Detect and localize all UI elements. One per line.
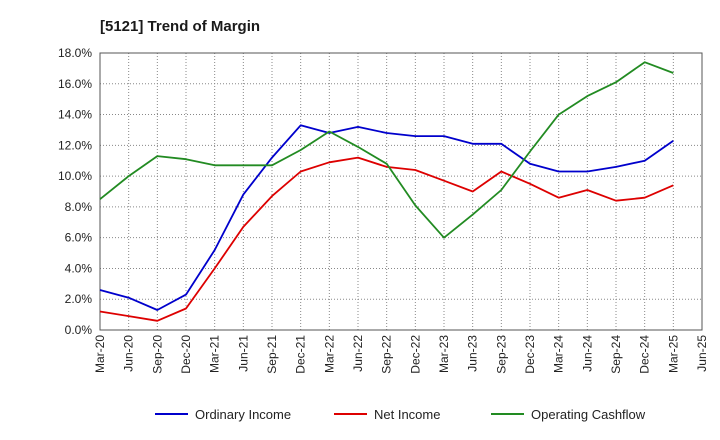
grid-lines	[100, 53, 702, 330]
x-tick-label: Jun-23	[466, 335, 480, 372]
plot-frame	[99, 52, 703, 331]
chart-title: [5121] Trend of Margin	[100, 18, 260, 35]
x-tick-label: Dec-20	[179, 335, 193, 374]
legend: Ordinary Income Net Income Operating Cashf…	[155, 407, 646, 422]
x-tick-label: Mar-23	[437, 335, 451, 373]
x-tick-label: Mar-21	[208, 335, 222, 373]
x-tick-label: Sep-23	[494, 335, 508, 374]
x-tick-label: Dec-21	[294, 335, 308, 374]
x-tick-label: Jun-21	[236, 335, 250, 372]
y-tick-label: 0.0%	[65, 323, 93, 337]
x-tick-label: Sep-21	[265, 335, 279, 374]
legend-label-ordinary-income: Ordinary Income	[195, 407, 291, 422]
x-tick-label: Jun-25	[695, 335, 709, 372]
y-tick-label: 18.0%	[58, 46, 92, 60]
x-tick-label: Dec-24	[638, 335, 652, 374]
x-tick-label: Dec-23	[523, 335, 537, 374]
y-tick-label: 10.0%	[58, 169, 92, 183]
x-tick-label: Mar-25	[666, 335, 680, 373]
series-line-ordinary-income	[99, 124, 674, 311]
x-axis-ticks: Mar-20 Jun-20 Sep-20 Dec-20 Mar-21 Jun-21 Sep-…	[93, 335, 709, 374]
legend-label-net-income: Net Income	[374, 407, 440, 422]
x-tick-label: Mar-22	[322, 335, 336, 373]
y-tick-label: 12.0%	[58, 138, 92, 152]
x-tick-label: Mar-24	[552, 335, 566, 373]
x-tick-label: Jun-20	[122, 335, 136, 372]
series-line-net-income	[99, 156, 674, 322]
x-tick-label: Jun-24	[580, 335, 594, 372]
x-tick-label: Sep-24	[609, 335, 623, 374]
y-tick-label: 4.0%	[65, 261, 93, 275]
x-tick-label: Mar-20	[93, 335, 107, 373]
series-lines	[99, 61, 674, 322]
x-tick-label: Sep-20	[150, 335, 164, 374]
series-line-operating-cashflow	[99, 61, 674, 239]
y-axis-ticks: 0.0% 2.0% 4.0% 6.0% 8.0% 10.0% 12.0% 14.0% 16.0%…	[58, 46, 92, 337]
y-tick-label: 2.0%	[65, 292, 93, 306]
y-tick-label: 16.0%	[58, 77, 92, 91]
y-tick-label: 14.0%	[58, 108, 92, 122]
x-tick-label: Dec-22	[408, 335, 422, 374]
y-tick-label: 6.0%	[65, 231, 93, 245]
x-tick-label: Jun-22	[351, 335, 365, 372]
legend-label-operating-cashflow: Operating Cashflow	[531, 407, 646, 422]
y-tick-label: 8.0%	[65, 200, 93, 214]
x-tick-label: Sep-22	[380, 335, 394, 374]
